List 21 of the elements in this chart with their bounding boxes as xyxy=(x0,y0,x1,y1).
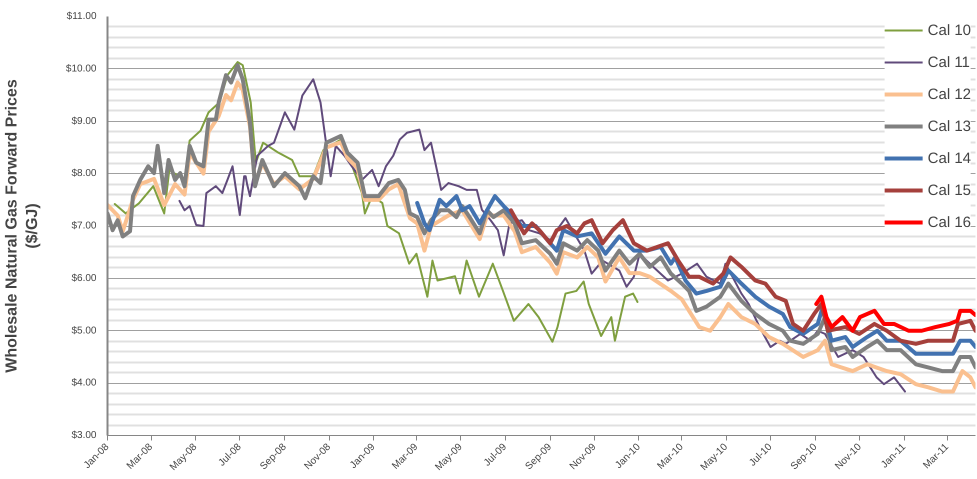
y-tick-label: $11.00 xyxy=(66,11,97,22)
y-tick-label: $8.00 xyxy=(71,168,97,180)
legend-label: Cal 14 xyxy=(928,150,971,166)
line-series xyxy=(814,294,976,333)
line-series xyxy=(114,61,638,343)
y-tick-label: $10.00 xyxy=(66,63,97,74)
y-axis-title: Wholesale Natural Gas Forward Prices ($/GJ) xyxy=(4,79,41,373)
legend-label: Cal 10 xyxy=(928,22,971,38)
y-tick-label: $6.00 xyxy=(71,272,97,284)
y-tick-label: $9.00 xyxy=(71,116,97,127)
legend-label: Cal 16 xyxy=(928,214,971,230)
y-tick-label: $7.00 xyxy=(71,220,97,232)
legend-label: Cal 13 xyxy=(928,118,971,134)
y-tick-label: $3.00 xyxy=(71,430,97,441)
legend-label: Cal 15 xyxy=(928,182,971,198)
legend-label: Cal 11 xyxy=(928,54,970,70)
y-tick-label: $5.00 xyxy=(71,325,97,336)
legend-label: Cal 12 xyxy=(928,86,971,102)
y-tick-label: $4.00 xyxy=(71,378,97,389)
line-series xyxy=(508,208,976,346)
line-series xyxy=(178,78,906,393)
